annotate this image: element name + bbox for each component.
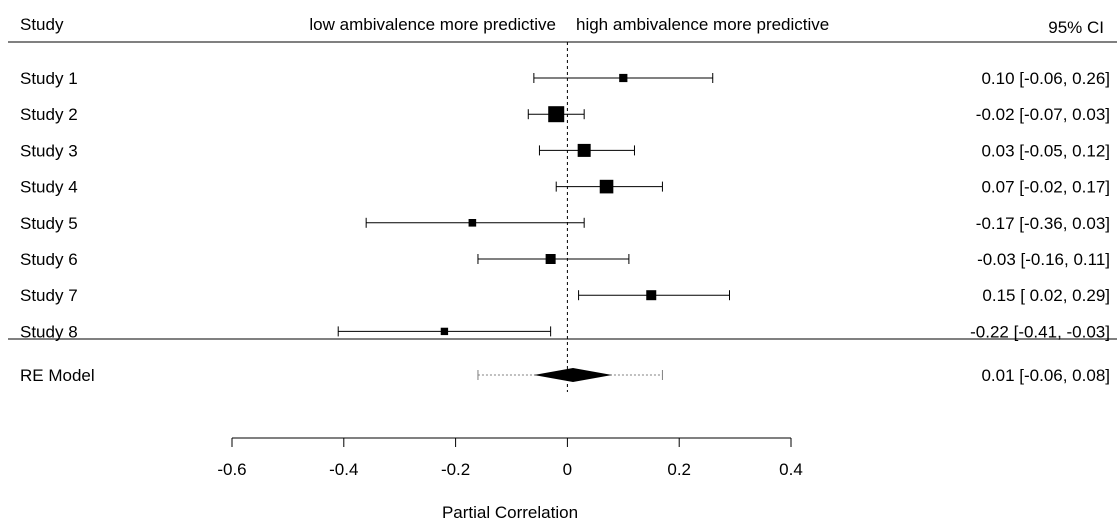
x-tick-label: 0.2 (667, 460, 691, 479)
study-rows: Study 1 0.10 [-0.06, 0.26] Study 2 -0.02 [-… (20, 69, 1110, 341)
x-tick-label: -0.6 (217, 460, 246, 479)
study-label: Study 6 (20, 250, 78, 269)
header-study-label: Study (20, 15, 64, 34)
x-tick-label: -0.4 (329, 460, 358, 479)
study-row: Study 1 0.10 [-0.06, 0.26] (20, 69, 1110, 88)
x-axis: -0.6 -0.4 -0.2 0 0.2 0.4 (217, 437, 803, 479)
ci-text: 0.03 [-0.05, 0.12] (981, 141, 1110, 160)
x-tick-label: -0.2 (441, 460, 470, 479)
ci-text: -0.22 [-0.41, -0.03] (970, 322, 1110, 341)
study-label: Study 2 (20, 105, 78, 124)
study-label: Study 4 (20, 178, 78, 197)
x-axis-title: Partial Correlation (442, 503, 578, 522)
study-row: Study 6 -0.03 [-0.16, 0.11] (20, 250, 1110, 269)
ci-text: -0.03 [-0.16, 0.11] (977, 250, 1110, 269)
header-left-label: low ambivalence more predictive (309, 15, 556, 34)
study-label: Study 8 (20, 322, 78, 341)
ci-text: 0.07 [-0.02, 0.17] (981, 178, 1110, 197)
point-estimate (599, 179, 614, 194)
ci-text: -0.17 [-0.36, 0.03] (976, 214, 1110, 233)
header-ci-label: 95% CI (1048, 18, 1104, 37)
point-estimate (646, 290, 657, 301)
summary-ci-text: 0.01 [-0.06, 0.08] (981, 366, 1110, 385)
study-row: Study 4 0.07 [-0.02, 0.17] (20, 178, 1110, 197)
x-tick-label: 0.4 (779, 460, 803, 479)
ci-text: 0.10 [-0.06, 0.26] (981, 69, 1110, 88)
study-label: Study 1 (20, 69, 78, 88)
point-estimate (440, 327, 449, 336)
x-tick-label: 0 (563, 460, 572, 479)
study-label: Study 7 (20, 286, 78, 305)
study-row: Study 7 0.15 [ 0.02, 0.29] (20, 286, 1110, 305)
ci-text: 0.15 [ 0.02, 0.29] (982, 286, 1110, 305)
study-label: Study 3 (20, 141, 78, 160)
point-estimate (468, 219, 477, 227)
point-estimate (577, 143, 591, 157)
header-right-label: high ambivalence more predictive (576, 15, 829, 34)
summary-label: RE Model (20, 366, 95, 385)
point-estimate (548, 106, 565, 123)
ci-text: -0.02 [-0.07, 0.03] (976, 105, 1110, 124)
summary-row: RE Model 0.01 [-0.06, 0.08] (20, 366, 1110, 385)
summary-diamond (533, 368, 613, 382)
point-estimate (619, 73, 628, 83)
study-row: Study 3 0.03 [-0.05, 0.12] (20, 141, 1110, 160)
point-estimate (545, 254, 556, 264)
study-row: Study 5 -0.17 [-0.36, 0.03] (20, 214, 1110, 233)
study-row: Study 8 -0.22 [-0.41, -0.03] (20, 322, 1110, 341)
study-row: Study 2 -0.02 [-0.07, 0.03] (20, 105, 1110, 124)
study-label: Study 5 (20, 214, 78, 233)
